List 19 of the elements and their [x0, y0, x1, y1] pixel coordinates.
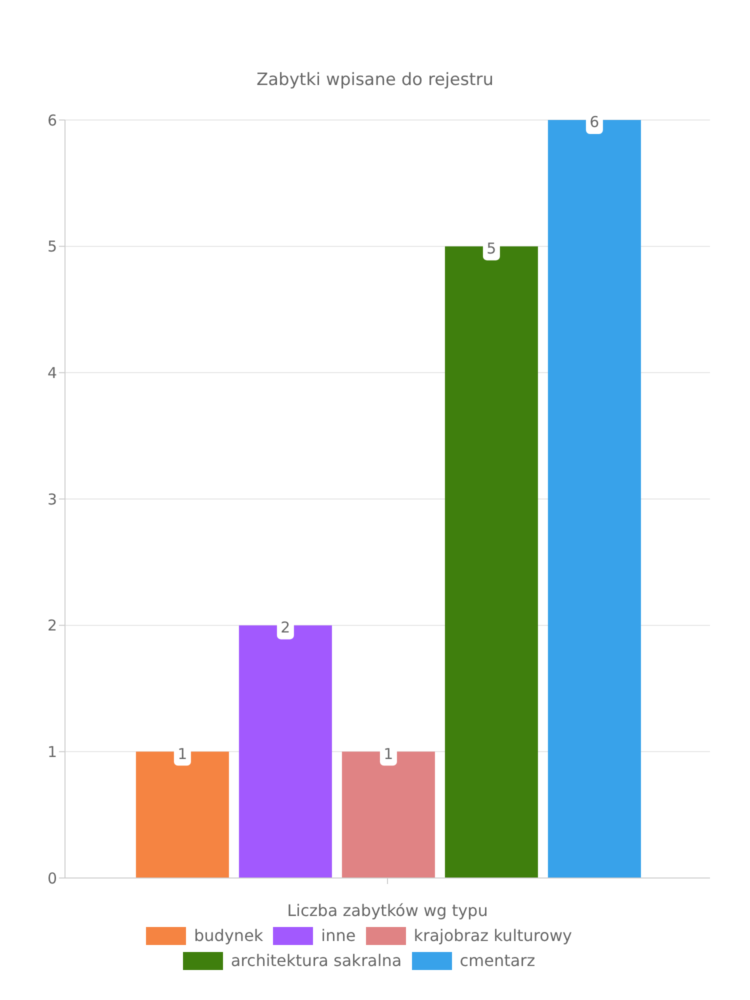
data-label: 6 — [590, 113, 600, 132]
y-tick-label: 0 — [47, 869, 57, 888]
y-tick-label: 3 — [47, 490, 57, 508]
data-label: 1 — [384, 744, 394, 763]
data-label: 2 — [280, 618, 290, 636]
chart-title: Zabytki wpisane do rejestru — [255, 70, 495, 92]
x-axis-title: Liczba zabytków wg typu — [287, 901, 488, 920]
y-tick-label: 4 — [47, 364, 57, 382]
y-tick-label: 5 — [47, 238, 57, 256]
legend-label: krajobraz kulturowy — [414, 926, 572, 945]
data-label: 1 — [178, 744, 188, 763]
y-tick-label: 6 — [47, 111, 57, 130]
data-label: 5 — [486, 239, 496, 258]
legend-label: budynek — [194, 926, 264, 945]
legend-label: inne — [321, 926, 356, 945]
y-tick-label: 2 — [47, 616, 57, 635]
legend-label: architektura sakralna — [230, 951, 402, 970]
y-tick-label: 1 — [47, 742, 57, 761]
legend-label: cmentarz — [460, 951, 536, 970]
